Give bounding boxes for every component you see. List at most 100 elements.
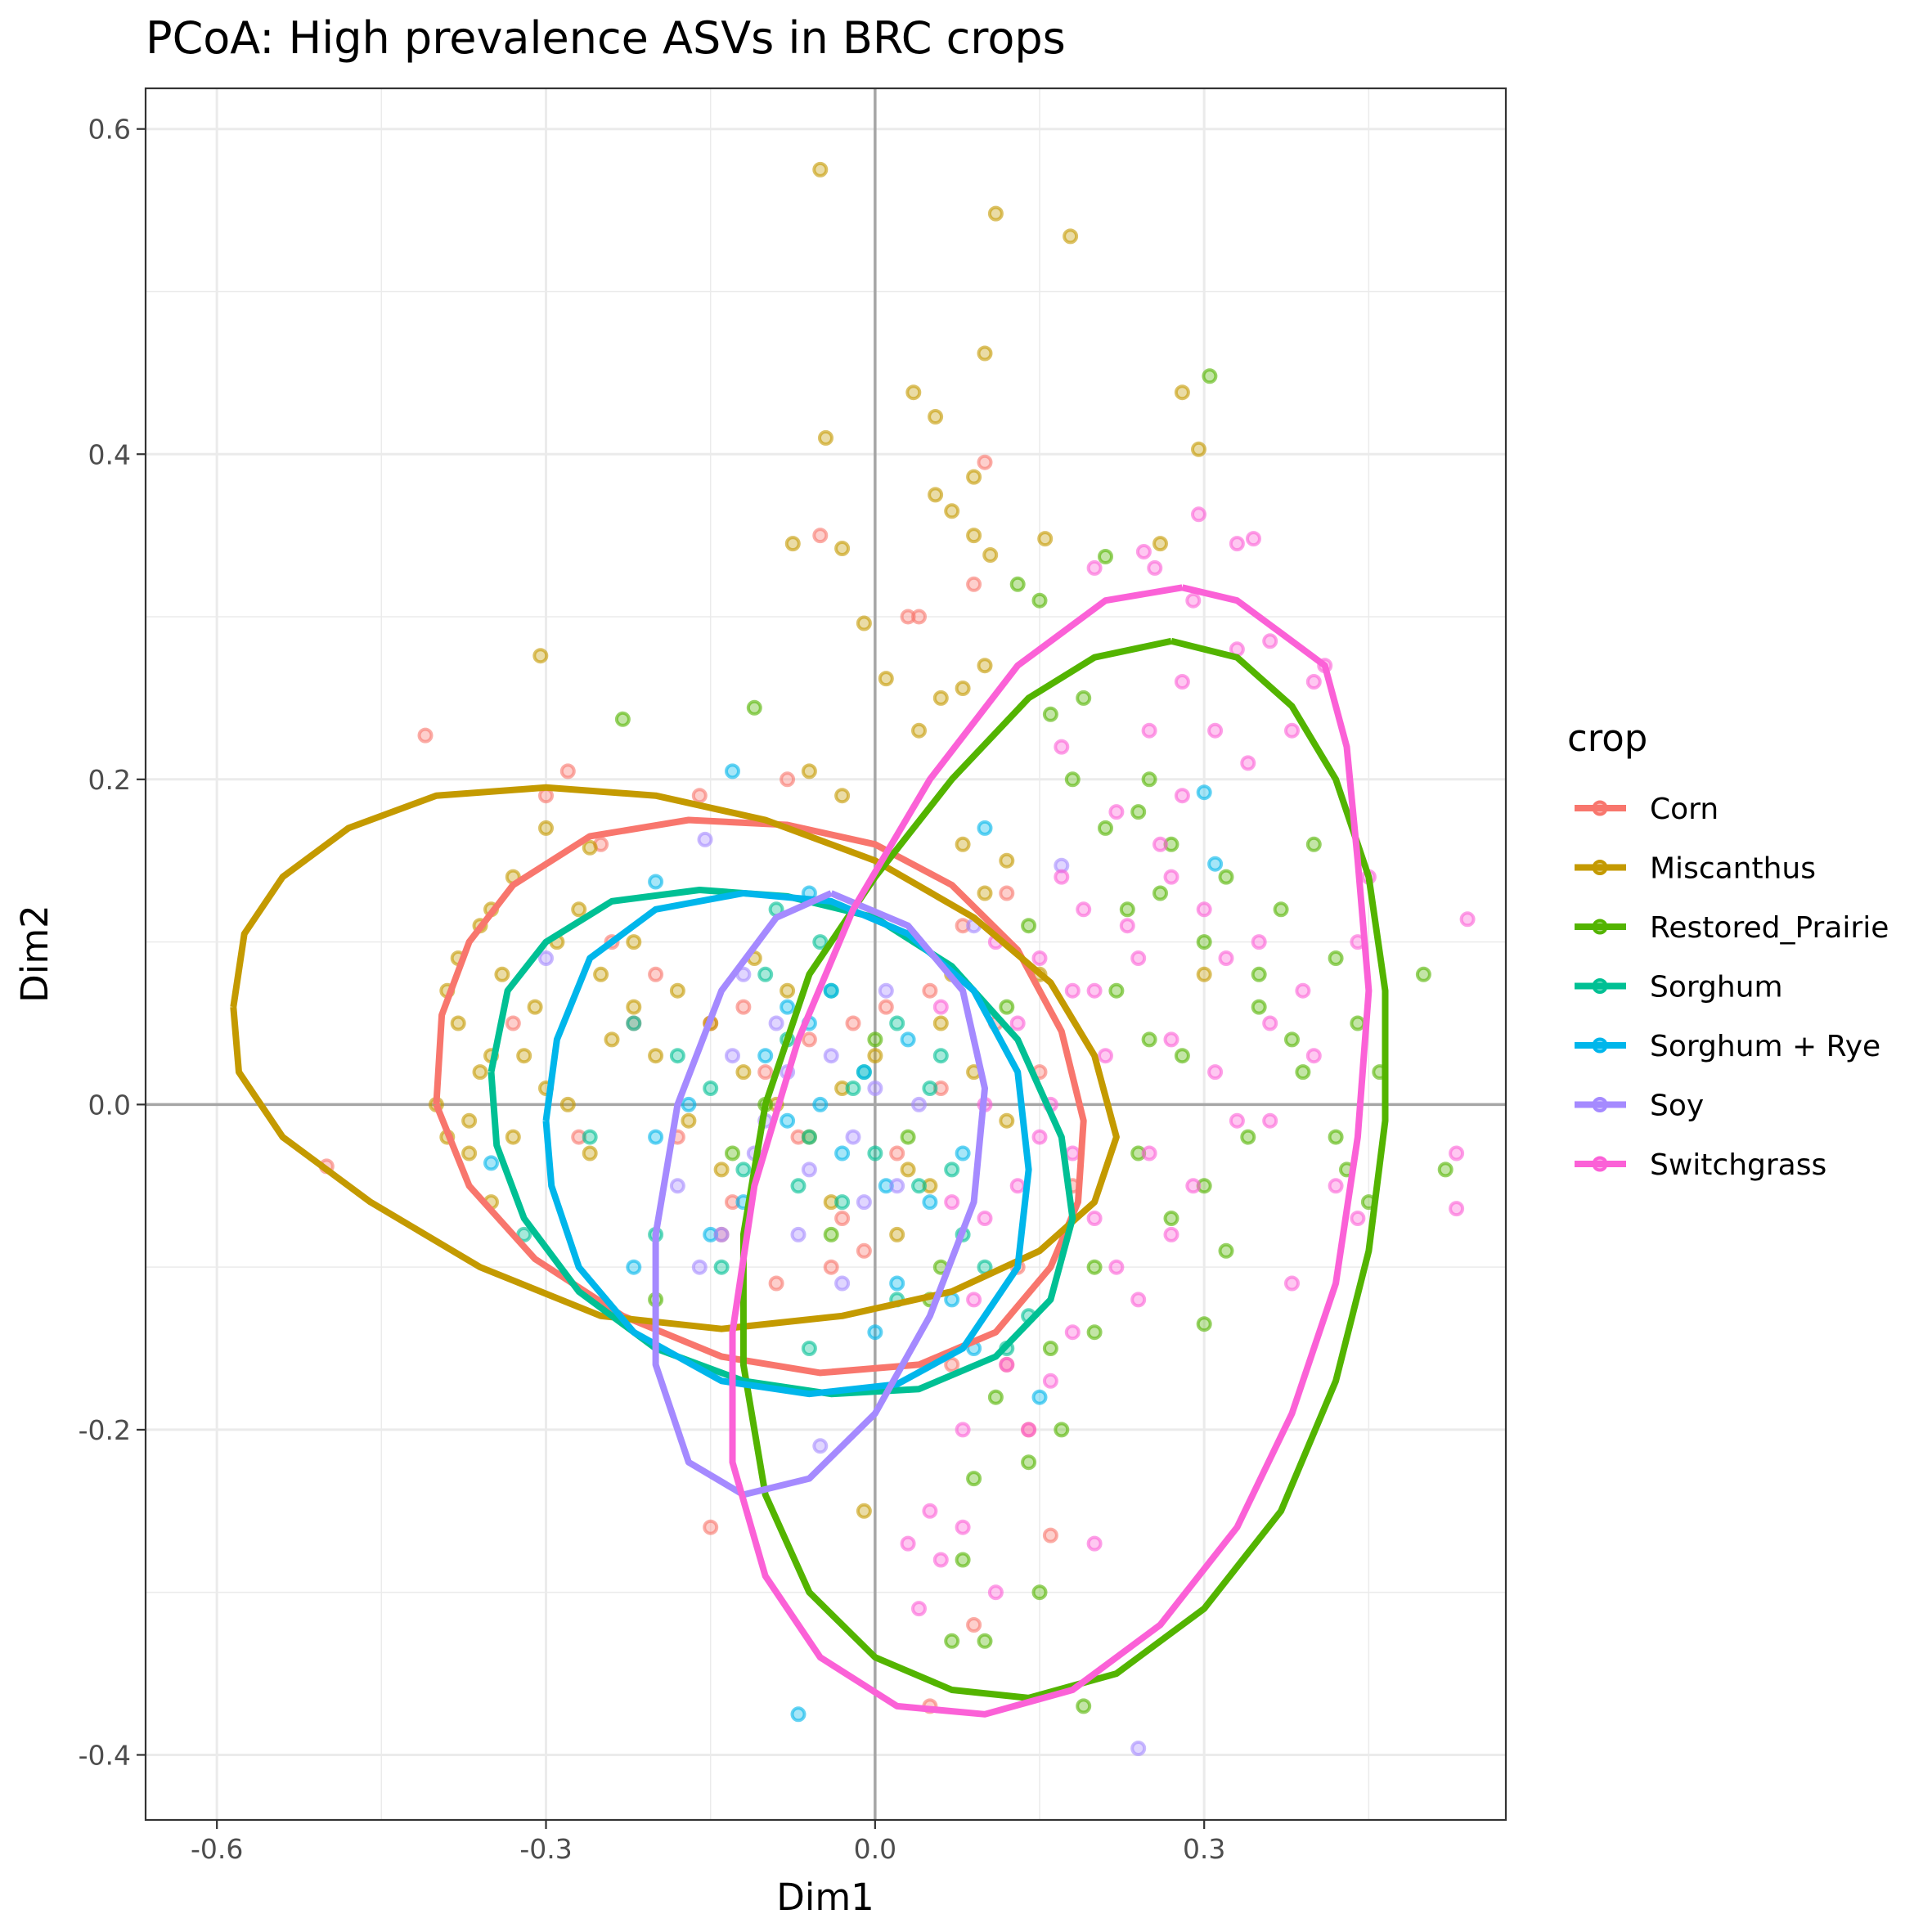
data-point [1009,1178,1026,1194]
y-tick-label: 0.0 [88,1089,131,1121]
x-tick-label: 0.3 [1183,1833,1225,1865]
data-point [1098,820,1113,836]
data-point [1202,368,1218,384]
data-point [1273,901,1289,918]
data-point [966,1471,982,1487]
data-point [977,885,993,901]
data-point [681,1096,697,1112]
data-point [768,1275,784,1292]
data-point [1042,1373,1058,1389]
data-point [999,1356,1015,1373]
data-point [955,1145,971,1161]
legend-key-point [1592,800,1608,816]
data-point [1305,674,1322,690]
data-point [801,1161,817,1178]
data-point [1185,592,1202,609]
data-point [1086,1535,1103,1552]
data-point [1009,576,1026,592]
data-point [932,1015,949,1031]
data-point [944,1194,960,1211]
data-point [856,1503,872,1519]
data-point [1021,918,1037,934]
data-point [1207,856,1224,872]
data-point [1284,1031,1300,1048]
data-point [1119,918,1135,934]
data-point [878,982,894,999]
data-point [823,982,839,999]
data-point [801,1031,817,1048]
data-point [461,1112,478,1129]
series-switchgrass [900,506,1476,1617]
y-tick-label: -0.2 [79,1414,131,1446]
data-point [966,1617,982,1633]
data-point [856,615,872,631]
data-point [1284,1275,1300,1292]
data-point [1163,1031,1179,1048]
data-point [955,1552,971,1568]
data-point [1350,1015,1366,1031]
legend-item-miscanthus: Miscanthus [1575,852,1816,886]
data-point [812,528,829,544]
data-point [1141,1145,1157,1161]
data-point [1141,771,1157,788]
data-point [818,429,833,446]
data-point [1130,1292,1147,1308]
x-axis: -0.6 -0.3 0.0 0.3 [191,1820,1225,1865]
data-point [1086,1324,1103,1341]
legend-key-point [1592,1097,1608,1112]
data-point [889,1145,905,1161]
data-point [1437,1161,1453,1178]
data-point [1295,982,1311,999]
data-point [735,999,752,1015]
plot-border [144,87,1507,1822]
data-point [900,1129,916,1145]
legend-label: Switchgrass [1650,1148,1826,1182]
data-point [911,1096,927,1112]
data-point [834,1145,851,1161]
data-point [922,1503,938,1519]
data-point [780,999,796,1015]
data-point [691,1259,708,1275]
data-point [648,1129,664,1145]
data-point [911,609,927,625]
data-point [922,1081,938,1096]
grid-lines [146,88,1506,1820]
data-point [944,1633,960,1649]
data-point [538,950,554,966]
data-point [516,1226,532,1242]
legend-item-switchgrass: Switchgrass [1575,1148,1826,1182]
data-point [944,1161,960,1178]
data-point [669,1048,685,1064]
data-point [1119,901,1135,918]
data-point [955,681,971,696]
data-point [867,1324,883,1341]
data-point [823,1259,839,1275]
data-point [1163,1211,1179,1226]
y-axis-title: Dim2 [13,905,56,1003]
data-point [505,1129,521,1145]
data-point [900,1535,916,1552]
data-point [1141,722,1157,739]
data-point [928,487,944,503]
data-point [1196,934,1212,950]
chart-title: PCoA: High prevalence ASVs in BRC crops [146,12,1066,64]
data-point [1042,1527,1058,1543]
data-point [571,901,587,918]
data-point [1174,1048,1190,1064]
data-point [780,1112,796,1129]
y-tick-label: 0.2 [88,764,131,796]
legend-label: Sorghum + Rye [1650,1030,1880,1063]
data-point [889,1178,905,1194]
data-point [911,1178,927,1194]
data-point [889,1015,905,1031]
data-point [944,503,960,519]
data-point [911,1601,927,1617]
data-point [450,1015,466,1031]
data-point [932,690,949,706]
data-point [582,1145,598,1161]
data-point [1064,1324,1081,1341]
data-point [812,1438,829,1454]
data-point [1135,544,1152,559]
data-point [1246,531,1261,547]
data-point [1031,592,1048,609]
